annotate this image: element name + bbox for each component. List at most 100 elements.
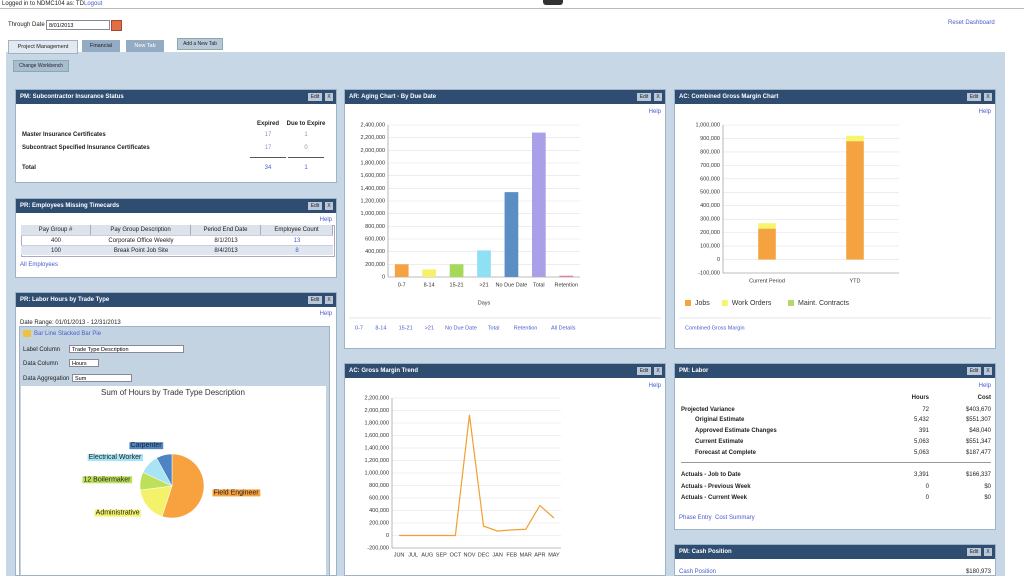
close-button[interactable]: X bbox=[325, 296, 333, 304]
aging-link[interactable]: Retention bbox=[514, 325, 538, 331]
tab[interactable]: Financial bbox=[82, 40, 120, 52]
edit-button[interactable]: Edit bbox=[637, 367, 651, 375]
legend-label: Maint. Contracts bbox=[798, 300, 849, 307]
row-label: Projected Variance bbox=[681, 407, 735, 413]
stacked-bar-chart: -100,000 0 100,000 200,000 300,000 400,000 500… bbox=[679, 122, 991, 331]
aggregation-label: Data Aggregation bbox=[23, 376, 70, 382]
bar-segment bbox=[758, 228, 776, 260]
panel-header: PM: Subcontractor Insurance Status Edit X bbox=[16, 90, 336, 104]
row-value: $403,670 bbox=[965, 407, 991, 413]
close-button[interactable]: X bbox=[984, 93, 992, 101]
x-tick-label: FEB bbox=[506, 552, 517, 558]
add-tab-button[interactable]: Add a New Tab bbox=[177, 38, 223, 50]
table-cell[interactable]: 13 bbox=[261, 235, 333, 245]
change-workbench-button[interactable]: Change Workbench bbox=[13, 60, 69, 72]
bar bbox=[477, 250, 491, 277]
total-label: Total bbox=[22, 165, 36, 171]
aging-link[interactable]: All Details bbox=[551, 325, 576, 331]
slice-label: Carpenter bbox=[130, 442, 162, 449]
slice-label: Field Engineer bbox=[213, 489, 259, 496]
line bbox=[399, 414, 555, 537]
edit-button[interactable]: Edit bbox=[308, 93, 322, 101]
chart-title: Sum of Hours by Trade Type Description bbox=[101, 388, 245, 397]
x-tick-label: YTD bbox=[850, 278, 861, 284]
help-link[interactable]: Help bbox=[319, 311, 332, 317]
panel-title: PM: Subcontractor Insurance Status bbox=[20, 94, 124, 100]
legend-swatch bbox=[788, 300, 794, 306]
aggregation-select[interactable]: Sum bbox=[72, 374, 132, 382]
edit-button[interactable]: Edit bbox=[967, 548, 981, 556]
tab[interactable]: New Tab bbox=[126, 40, 164, 52]
aging-link[interactable]: No Due Date bbox=[445, 325, 477, 331]
help-link[interactable]: Help bbox=[648, 109, 661, 115]
help-link[interactable]: Help bbox=[978, 383, 991, 389]
help-link[interactable]: Help bbox=[319, 217, 332, 223]
aging-link[interactable]: Total bbox=[488, 325, 500, 331]
chart-type-links[interactable]: Bar Line Stacked Bar Pie bbox=[34, 331, 102, 337]
edit-button[interactable]: Edit bbox=[308, 296, 322, 304]
y-tick-label: 600,000 bbox=[365, 236, 385, 242]
x-tick-label: JUL bbox=[408, 552, 418, 558]
through-date-input[interactable]: 8/01/2013 bbox=[46, 20, 110, 30]
y-tick-label: 1,600,000 bbox=[361, 173, 385, 179]
tab-active[interactable]: Project Management bbox=[8, 40, 78, 54]
help-link[interactable]: Help bbox=[648, 383, 661, 389]
close-button[interactable]: X bbox=[984, 367, 992, 375]
edit-button[interactable]: Edit bbox=[967, 367, 981, 375]
aging-link[interactable]: 15-21 bbox=[399, 325, 413, 331]
cash-link[interactable]: Cash Position bbox=[679, 569, 717, 575]
slice-label-bg bbox=[94, 509, 141, 517]
gross-margin-link[interactable]: Combined Gross Margin bbox=[685, 325, 745, 331]
label-column-select[interactable]: Trade Type Description bbox=[69, 345, 184, 353]
row-label: Actuals - Current Week bbox=[681, 495, 747, 501]
y-tick-label: 800,000 bbox=[365, 224, 385, 230]
row-value: $187,477 bbox=[965, 450, 991, 456]
aging-link[interactable]: 0-7 bbox=[355, 325, 363, 331]
close-button[interactable]: X bbox=[654, 367, 662, 375]
aging-link[interactable]: 8-14 bbox=[375, 325, 386, 331]
panel: PM: Subcontractor Insurance Status Edit X… bbox=[15, 89, 337, 183]
y-tick-label: 900,000 bbox=[700, 136, 720, 142]
data-column-label: Data Column bbox=[23, 361, 59, 367]
row-label: Actuals - Job to Date bbox=[681, 472, 741, 478]
panel-header: AC: Combined Gross Margin Chart Edit X bbox=[675, 90, 995, 104]
all-employees-link[interactable]: All Employees bbox=[20, 262, 59, 268]
logout-link[interactable]: Logout bbox=[84, 1, 103, 7]
close-button[interactable]: X bbox=[984, 548, 992, 556]
row-label: Approved Estimate Changes bbox=[695, 428, 777, 434]
aging-link[interactable]: >21 bbox=[425, 325, 434, 331]
row-label: Forecast at Complete bbox=[695, 450, 757, 456]
row-value: $48,040 bbox=[969, 428, 991, 434]
help-link[interactable]: Help bbox=[978, 109, 991, 115]
row-label: Original Estimate bbox=[695, 417, 745, 423]
panel-title: AC: Combined Gross Margin Chart bbox=[679, 94, 779, 100]
labor-link[interactable]: Phase Entry bbox=[679, 515, 712, 521]
y-tick-label: 1,200,000 bbox=[361, 198, 385, 204]
separator bbox=[250, 157, 286, 158]
row-value: $0 bbox=[984, 495, 991, 501]
row-value: 3,391 bbox=[913, 472, 929, 478]
close-button[interactable]: X bbox=[654, 93, 662, 101]
close-button[interactable]: X bbox=[325, 93, 333, 101]
edit-button[interactable]: Edit bbox=[308, 202, 322, 210]
close-button[interactable]: X bbox=[325, 202, 333, 210]
pie-slice bbox=[161, 453, 205, 519]
labor-link[interactable]: Cost Summary bbox=[715, 515, 755, 521]
y-tick-label: 300,000 bbox=[700, 217, 720, 223]
data-column-select[interactable]: Hours bbox=[69, 359, 99, 367]
edit-button[interactable]: Edit bbox=[637, 93, 651, 101]
column-header: Cost bbox=[977, 395, 991, 401]
y-tick-label: 1,800,000 bbox=[361, 160, 385, 166]
calendar-icon[interactable] bbox=[111, 20, 122, 31]
table-cell: Break Point Job Site bbox=[91, 245, 191, 255]
row-value: 5,432 bbox=[913, 417, 929, 423]
reset-link[interactable]: Reset Dashboard bbox=[948, 20, 995, 26]
table-cell[interactable]: 8 bbox=[261, 245, 333, 255]
y-tick-label: 400,000 bbox=[365, 249, 385, 255]
y-tick-label: 1,400,000 bbox=[365, 445, 389, 451]
edit-button[interactable]: Edit bbox=[967, 93, 981, 101]
y-tick-label: 800,000 bbox=[369, 483, 389, 489]
bar bbox=[532, 132, 546, 277]
label-column-label: Label Column bbox=[23, 347, 61, 353]
row-value: $551,307 bbox=[965, 417, 991, 423]
